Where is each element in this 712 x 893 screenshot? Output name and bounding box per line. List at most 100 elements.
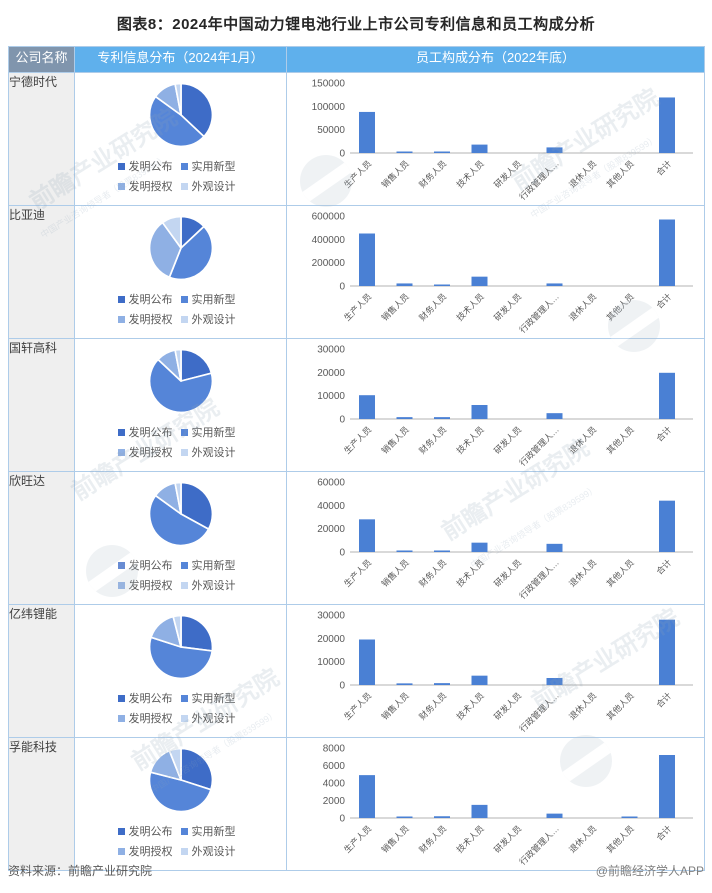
x-axis-category-label: 生产人员 [341,290,373,322]
employee-bar-cell: 0 2000 4000 6000 8000 生产人员 销售人员 财务人员 技术人员 研发人员 行政管… [286,737,705,871]
legend-item: 发明授权 [117,311,173,327]
table-row: 宁德时代 发明公布 实用新型 发明授权 外观设计 0 50000 100000 150000… [8,72,705,206]
legend-swatch-icon [180,315,188,323]
employee-bar-cell: 0 200000 400000 600000 生产人员 销售人员 财务人员 技术人员 研发人员行… [286,205,705,339]
x-axis-category-label: 研发人员 [491,423,523,455]
legend-swatch-icon [117,428,125,436]
x-axis-category-label: 技术人员 [454,423,486,455]
legend-item: 发明授权 [117,577,173,593]
x-axis-category-label: 财务人员 [416,290,448,322]
legend-swatch-icon [180,694,188,702]
patent-pie-chart [148,614,213,680]
x-axis-category-label: 技术人员 [454,290,486,322]
legend-label: 发明授权 [128,447,173,459]
pie-slice [179,747,213,791]
y-axis-tick-label: 6000 [323,761,346,772]
pie-slice [148,494,209,547]
x-axis-category-label: 行政管理人… [517,158,561,200]
legend-label: 实用新型 [191,161,236,173]
x-axis-category-label: 研发人员 [491,689,523,721]
legend-label: 外观设计 [191,447,236,459]
legend-swatch-icon [180,581,188,589]
legend-item: 外观设计 [180,311,236,327]
x-axis-category-label: 退休人员 [566,423,598,455]
footer-source: 资料来源：前瞻产业研究院 [8,863,153,878]
legend-item: 实用新型 [180,291,236,307]
bar [359,233,375,286]
pie-slice [173,348,182,382]
patent-pie-cell: 发明公布 实用新型发明授权 外观设计 [74,471,287,605]
pie-slice [148,95,205,148]
x-axis-category-label: 合计 [653,423,673,443]
bar [471,405,488,419]
company-name: 宁德时代 [8,72,75,206]
bar [434,683,450,685]
legend-swatch-icon [180,847,188,855]
x-axis-category-label: 生产人员 [341,689,373,721]
table-row: 亿纬锂能 发明公布 实用新型 发明授权 外观设计 0 10000 20000 30000 生产… [8,604,705,738]
legend-item: 实用新型 [180,424,236,440]
legend-item: 发明公布 [117,690,173,706]
employee-bar-cell: 0 10000 20000 30000 生产人员 销售人员 财务人员 技术人员 研发人员 行政管理… [286,338,705,472]
x-axis-category-label: 生产人员 [341,556,373,588]
bar [546,283,563,286]
patent-pie-cell: 发明公布 实用新型 发明授权 外观设计 [74,737,287,871]
bar [471,804,488,818]
legend-swatch-icon [117,295,125,303]
legend-item: 发明公布 [117,291,173,307]
y-axis-tick-label: 40000 [317,501,345,512]
legend-label: 发明公布 [128,161,173,173]
bar [659,97,675,153]
legend-item: 发明公布 [117,557,173,573]
legend-label: 实用新型 [191,294,236,306]
y-axis-tick-label: 2000 [323,796,346,807]
legend-swatch-icon [180,162,188,170]
legend-item: 发明公布 [117,823,173,839]
bar [396,283,413,286]
employee-bar-chart: 0 10000 20000 30000 生产人员 销售人员 财务人员 技术人员 研发人员行政管理… [317,611,693,734]
y-axis-tick-label: 200000 [312,258,346,269]
x-axis-category-label: 财务人员 [416,689,448,721]
employee-bar-chart: 0 10000 20000 30000 生产人员 销售人员 财务人员 技术人员 研发人员行政管理… [317,345,693,468]
legend-label: 发明授权 [128,713,173,725]
bar [434,284,450,286]
legend-label: 实用新型 [191,560,236,572]
bar [396,683,413,685]
employee-bar-cell: 0 20000 40000 60000 生产人员 销售人员 财务人员 技术人员 研发人员 行政管理… [286,471,705,605]
x-axis-category-label: 财务人员 [416,157,448,189]
x-axis-category-label: 行政管理人… [517,557,561,599]
legend-swatch-icon [180,182,188,190]
x-axis-category-label: 财务人员 [416,556,448,588]
employee-bar-cell: 0 10000 20000 30000 生产人员 销售人员 财务人员 技术人员 研发人员 行政管理… [286,604,705,738]
x-axis-category-label: 财务人员 [416,822,448,854]
legend-swatch-icon [180,428,188,436]
legend-swatch-icon [117,827,125,835]
bar [546,813,563,818]
bar [434,417,450,419]
x-axis-category-label: 技术人员 [454,822,486,854]
legend-item: 外观设计 [180,843,236,859]
legend-label: 外观设计 [191,580,236,592]
legend-item: 实用新型 [180,690,236,706]
y-axis-tick-label: 10000 [317,657,345,668]
y-axis-tick-label: 60000 [317,478,345,489]
legend-swatch-icon [180,714,188,722]
y-axis-tick-label: 150000 [312,79,346,90]
bar [659,219,675,286]
pie-slice [148,358,213,414]
analysis-table: 公司名称 专利信息分布（2024年1月） 员工构成分布（2022年底） 宁德时代… [8,46,705,871]
bar [659,619,675,685]
x-axis-category-label: 退休人员 [566,290,598,322]
bar [471,276,488,286]
bar [471,542,488,552]
pie-slice [148,221,182,279]
x-axis-category-label: 财务人员 [416,423,448,455]
legend-label: 发明公布 [128,294,173,306]
legend-swatch-icon [117,448,125,456]
employee-bar-chart: 0 50000 100000 150000 生产人员 销售人员 财务人员 技术人员 研发人员行政… [312,79,693,202]
legend-item: 外观设计 [180,178,236,194]
legend-swatch-icon [117,694,125,702]
legend-label: 外观设计 [191,314,236,326]
bar [546,543,563,552]
